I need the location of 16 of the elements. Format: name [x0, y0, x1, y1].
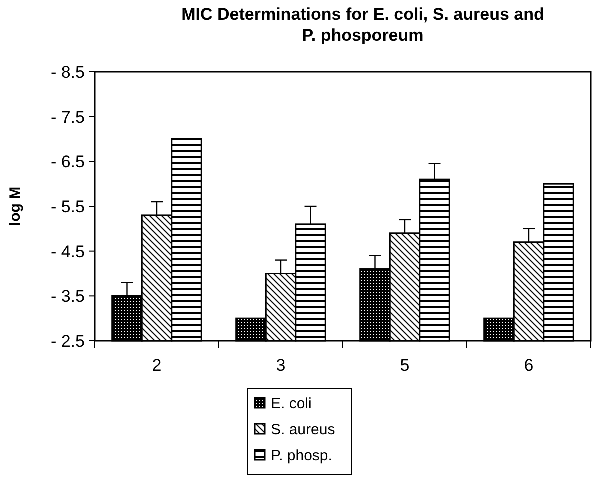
y-axis-title: log M: [7, 186, 24, 226]
x-tick-label: 5: [400, 356, 410, 375]
y-tick-label: - 3.5: [50, 287, 85, 306]
x-tick-label: 6: [524, 356, 534, 375]
chart-title: MIC Determinations for E. coli, S. aureus and P. phosporeum: [182, 5, 544, 45]
y-tick-label: - 5.5: [50, 197, 85, 216]
x-tick-label: 3: [276, 356, 286, 375]
y-tick-label: - 2.5: [50, 332, 85, 351]
y-tick-label: - 6.5: [50, 152, 85, 172]
legend-label: S. aureus: [271, 421, 336, 438]
y-tick-label: - 8.5: [50, 62, 85, 82]
legend-label: E. coli: [271, 395, 312, 412]
y-tick-label: - 4.5: [50, 242, 85, 262]
x-tick-label: 2: [152, 356, 162, 375]
y-tick-label: - 7.5: [50, 108, 85, 127]
legend-label: P. phosp.: [271, 447, 332, 464]
